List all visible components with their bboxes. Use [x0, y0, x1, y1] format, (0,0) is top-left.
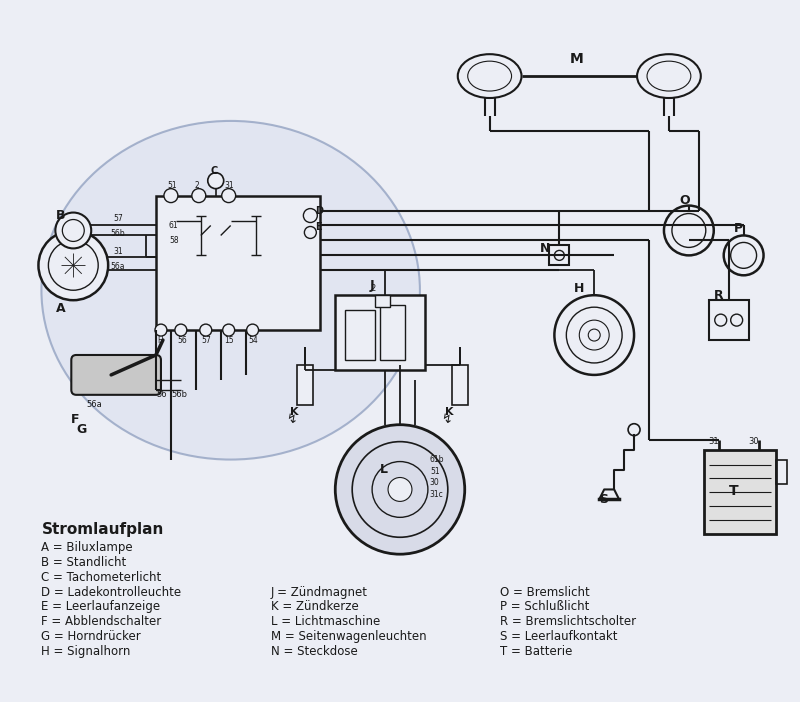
Circle shape	[303, 208, 318, 223]
Text: A: A	[56, 302, 66, 314]
Text: 56b: 56b	[171, 390, 187, 399]
Text: 31: 31	[709, 437, 719, 446]
Circle shape	[388, 477, 412, 501]
Text: H: H	[157, 336, 162, 345]
Circle shape	[164, 189, 178, 203]
Text: H = Signalhorn: H = Signalhorn	[42, 645, 130, 658]
Text: H: H	[574, 282, 585, 295]
Text: K: K	[445, 406, 454, 417]
Text: L: L	[380, 463, 388, 476]
Circle shape	[175, 324, 187, 336]
Text: 31: 31	[113, 247, 122, 256]
Bar	[709, 300, 749, 340]
Bar	[550, 246, 570, 265]
Circle shape	[222, 324, 234, 336]
Circle shape	[192, 189, 206, 203]
Text: B = Standlicht: B = Standlicht	[42, 556, 126, 569]
Text: 56: 56	[156, 390, 166, 399]
Text: 56b: 56b	[110, 229, 125, 238]
Text: F = Abblendschalter: F = Abblendschalter	[42, 616, 162, 628]
Text: C = Tachometerlicht: C = Tachometerlicht	[42, 571, 162, 583]
Text: N: N	[539, 242, 550, 255]
Circle shape	[38, 230, 108, 300]
Text: J = Zündmagnet: J = Zündmagnet	[270, 585, 367, 599]
Text: F: F	[71, 413, 80, 426]
Circle shape	[246, 324, 258, 336]
Text: K = Zündkerze: K = Zündkerze	[270, 600, 358, 614]
Text: 61: 61	[169, 221, 178, 230]
Text: S: S	[599, 493, 608, 506]
Text: B: B	[56, 209, 66, 222]
Text: S = Leerlaufkontakt: S = Leerlaufkontakt	[500, 630, 617, 643]
Text: A = Biluxlampe: A = Biluxlampe	[42, 541, 133, 554]
Circle shape	[200, 324, 212, 336]
Ellipse shape	[637, 54, 701, 98]
Text: R = Bremslichtscholter: R = Bremslichtscholter	[500, 616, 636, 628]
Circle shape	[304, 227, 316, 239]
Text: N = Steckdose: N = Steckdose	[270, 645, 358, 658]
Text: P: P	[734, 222, 742, 235]
Text: 58: 58	[169, 236, 178, 245]
Text: ↯: ↯	[441, 413, 451, 426]
Text: 30: 30	[749, 437, 759, 446]
Bar	[375, 296, 390, 307]
Bar	[380, 305, 405, 360]
Text: 54: 54	[249, 336, 258, 345]
Bar	[156, 196, 320, 330]
Text: R: R	[714, 289, 723, 302]
Text: 2: 2	[195, 181, 199, 190]
Circle shape	[664, 206, 714, 256]
Text: 30: 30	[430, 478, 440, 487]
Text: 2: 2	[370, 284, 375, 293]
Text: 51: 51	[167, 181, 177, 190]
Bar	[298, 365, 314, 405]
Text: G: G	[76, 423, 86, 436]
Circle shape	[554, 296, 634, 375]
Text: O: O	[679, 194, 690, 207]
Text: 31: 31	[225, 181, 234, 190]
FancyBboxPatch shape	[71, 355, 161, 395]
Bar	[775, 460, 787, 484]
Text: 57: 57	[113, 214, 123, 223]
Circle shape	[222, 189, 236, 203]
Text: 15: 15	[225, 336, 234, 345]
Circle shape	[335, 425, 465, 554]
Text: M: M	[570, 52, 583, 66]
Circle shape	[724, 235, 763, 275]
Text: 51: 51	[430, 467, 439, 476]
Text: K: K	[290, 406, 299, 417]
Text: M = Seitenwagenleuchten: M = Seitenwagenleuchten	[270, 630, 426, 643]
Text: T = Batterie: T = Batterie	[500, 645, 572, 658]
Text: E = Leerlaufanzeige: E = Leerlaufanzeige	[42, 600, 161, 614]
Text: Stromlaufplan: Stromlaufplan	[42, 522, 164, 537]
Text: G = Horndrücker: G = Horndrücker	[42, 630, 141, 643]
Text: 61b: 61b	[430, 455, 444, 464]
Text: D = Ladekontrolleuchte: D = Ladekontrolleuchte	[42, 585, 182, 599]
Text: C: C	[210, 166, 218, 176]
Ellipse shape	[458, 54, 522, 98]
Text: L = Lichtmaschine: L = Lichtmaschine	[270, 616, 380, 628]
Bar	[704, 449, 775, 534]
Text: 56a: 56a	[86, 400, 102, 409]
Text: E: E	[315, 223, 322, 232]
Bar	[452, 365, 468, 405]
Text: T: T	[729, 484, 738, 498]
Text: J: J	[370, 279, 374, 292]
Text: ↯: ↯	[286, 413, 297, 426]
Text: D: D	[315, 206, 323, 216]
Text: 57: 57	[202, 336, 211, 345]
Bar	[335, 296, 425, 370]
Text: 56a: 56a	[110, 262, 125, 271]
Text: O = Bremslicht: O = Bremslicht	[500, 585, 590, 599]
Ellipse shape	[42, 121, 420, 460]
Circle shape	[55, 213, 91, 249]
Circle shape	[208, 173, 224, 189]
Text: 56: 56	[177, 336, 186, 345]
Text: P = Schlußlicht: P = Schlußlicht	[500, 600, 589, 614]
Circle shape	[155, 324, 167, 336]
Text: 31c: 31c	[430, 490, 444, 499]
Bar	[346, 310, 375, 360]
